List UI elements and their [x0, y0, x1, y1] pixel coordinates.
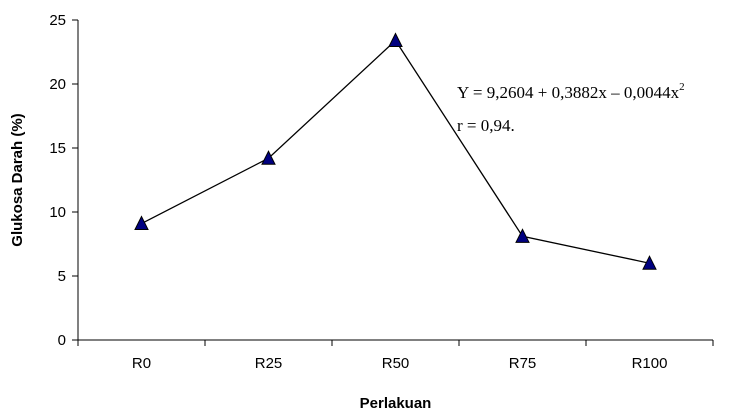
- y-ticks: 0 5 10 15 20 25: [49, 12, 78, 349]
- x-axis-title: Perlakuan: [360, 395, 432, 412]
- series-line: [141, 39, 650, 264]
- data-point-marker: [261, 150, 276, 165]
- data-point-marker: [515, 228, 530, 243]
- x-tick-label: R0: [132, 355, 151, 372]
- regression-equation-exponent: 2: [679, 81, 685, 93]
- regression-equation-text: Y = 9,2604 + 0,3882x – 0,0044x: [457, 83, 680, 102]
- series: [134, 32, 657, 270]
- data-point-marker: [388, 32, 403, 47]
- x-tick-label: R25: [255, 355, 283, 372]
- x-tick-label: R75: [509, 355, 537, 372]
- y-axis-title: Glukosa Darah (%): [9, 113, 26, 246]
- correlation-coefficient: r = 0,94.: [457, 116, 515, 135]
- x-ticks: R0 R25 R50 R75 R100: [77, 340, 714, 372]
- y-tick-label: 25: [49, 12, 66, 29]
- y-tick-label: 20: [49, 76, 66, 93]
- y-tick-label: 5: [58, 268, 66, 285]
- regression-equation: Y = 9,2604 + 0,3882x – 0,0044x2: [457, 81, 685, 102]
- y-tick-label: 0: [58, 332, 66, 349]
- x-tick-label: R50: [382, 355, 410, 372]
- y-tick-label: 10: [49, 204, 66, 221]
- data-point-marker: [134, 215, 149, 231]
- data-point-marker: [642, 255, 657, 270]
- y-tick-label: 15: [49, 140, 66, 157]
- x-tick-label: R100: [632, 355, 668, 372]
- axes: [77, 20, 713, 341]
